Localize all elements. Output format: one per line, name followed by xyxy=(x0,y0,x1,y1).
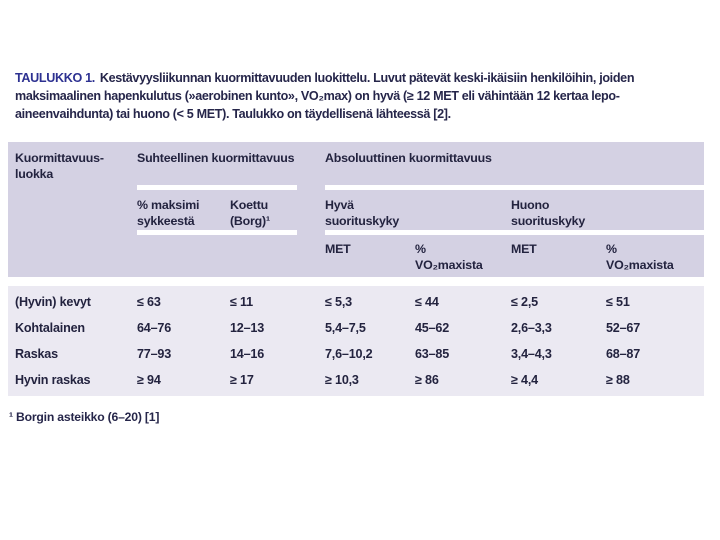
table-body: (Hyvin) kevyt ≤ 63 ≤ 11 ≤ 5,3 ≤ 44 ≤ 2,5… xyxy=(8,286,704,396)
header-good-line2: suorituskyky xyxy=(325,214,400,228)
separator-sub-absolute xyxy=(325,230,704,235)
cell-vo2-good: 45–62 xyxy=(415,321,450,335)
header-good-capacity: Hyvä suorituskyky xyxy=(325,197,399,229)
header-vo2-poor: % VO₂maxista xyxy=(606,241,674,273)
header-vo2-good: % VO₂maxista xyxy=(415,241,483,273)
header-borg: Koettu (Borg)¹ xyxy=(230,197,270,229)
cell-pct-hr: 64–76 xyxy=(137,321,172,335)
cell-met-good: 7,6–10,2 xyxy=(325,347,373,361)
header-vo2-poor-line1: % xyxy=(606,242,617,256)
cell-met-good: ≤ 5,3 xyxy=(325,295,352,309)
cell-vo2-good: ≥ 86 xyxy=(415,373,439,387)
header-vo2-good-line1: % xyxy=(415,242,426,256)
header-good-line1: Hyvä xyxy=(325,198,354,212)
cell-met-poor: ≤ 2,5 xyxy=(511,295,538,309)
header-percent-hr: % maksimi sykkeestä xyxy=(137,197,199,229)
header-poor-line1: Huono xyxy=(511,198,550,212)
cell-vo2-poor: 68–87 xyxy=(606,347,641,361)
header-met-good: MET xyxy=(325,242,351,256)
header-borg-line2: (Borg)¹ xyxy=(230,214,270,228)
cell-met-poor: 2,6–3,3 xyxy=(511,321,552,335)
separator-absolute xyxy=(325,185,704,190)
cell-pct-hr: 77–93 xyxy=(137,347,172,361)
intensity-table: Kuormittavuus- luokka Suhteellinen kuorm… xyxy=(8,142,704,396)
footnote: ¹ Borgin asteikko (6–20) [1] xyxy=(9,410,160,424)
row-label: Kohtalainen xyxy=(15,321,85,335)
header-group-absolute: Absoluuttinen kuormittavuus xyxy=(325,151,492,165)
row-label: Raskas xyxy=(15,347,58,361)
cell-met-good: ≥ 10,3 xyxy=(325,373,359,387)
cell-borg: ≥ 17 xyxy=(230,373,254,387)
table-header: Kuormittavuus- luokka Suhteellinen kuorm… xyxy=(8,142,704,277)
cell-vo2-good: 63–85 xyxy=(415,347,450,361)
header-group-relative: Suhteellinen kuormittavuus xyxy=(137,151,295,165)
separator-sub-relative xyxy=(137,230,297,235)
row-label: (Hyvin) kevyt xyxy=(15,295,91,309)
cell-borg: ≤ 11 xyxy=(230,295,253,309)
header-poor-capacity: Huono suorituskyky xyxy=(511,197,585,229)
caption-line-1: TAULUKKO 1. Kestävyysliikunnan kuormittav… xyxy=(15,69,715,87)
table-caption: TAULUKKO 1. Kestävyysliikunnan kuormittav… xyxy=(15,69,715,123)
cell-borg: 14–16 xyxy=(230,347,265,361)
cell-pct-hr: ≤ 63 xyxy=(137,295,161,309)
cell-vo2-good: ≤ 44 xyxy=(415,295,439,309)
header-poor-line2: suorituskyky xyxy=(511,214,586,228)
header-class-line1: Kuormittavuus- xyxy=(15,151,104,165)
cell-met-poor: 3,4–4,3 xyxy=(511,347,552,361)
header-percent-hr-line2: sykkeestä xyxy=(137,214,195,228)
header-class-column: Kuormittavuus- luokka xyxy=(15,150,104,182)
header-borg-line1: Koettu xyxy=(230,198,269,212)
cell-met-poor: ≥ 4,4 xyxy=(511,373,538,387)
cell-vo2-poor: 52–67 xyxy=(606,321,641,335)
header-met-poor: MET xyxy=(511,242,537,256)
header-vo2-poor-line2: VO₂maxista xyxy=(606,258,674,272)
cell-pct-hr: ≥ 94 xyxy=(137,373,161,387)
caption-line-3: aineenvaihdunta) tai huono (< 5 MET). Ta… xyxy=(15,107,451,121)
separator-relative xyxy=(137,185,297,190)
header-vo2-good-line2: VO₂maxista xyxy=(415,258,483,272)
header-class-line2: luokka xyxy=(15,167,54,181)
cell-met-good: 5,4–7,5 xyxy=(325,321,366,335)
cell-vo2-poor: ≥ 88 xyxy=(606,373,630,387)
caption-text-1: Kestävyysliikunnan kuormittavuuden luoki… xyxy=(99,71,635,85)
cell-vo2-poor: ≤ 51 xyxy=(606,295,630,309)
row-label: Hyvin raskas xyxy=(15,373,91,387)
caption-line-2: maksimaalinen hapenkulutus (»aerobinen k… xyxy=(15,89,620,103)
caption-label: TAULUKKO 1. xyxy=(15,71,95,85)
cell-borg: 12–13 xyxy=(230,321,265,335)
header-percent-hr-line1: % maksimi xyxy=(137,198,200,212)
